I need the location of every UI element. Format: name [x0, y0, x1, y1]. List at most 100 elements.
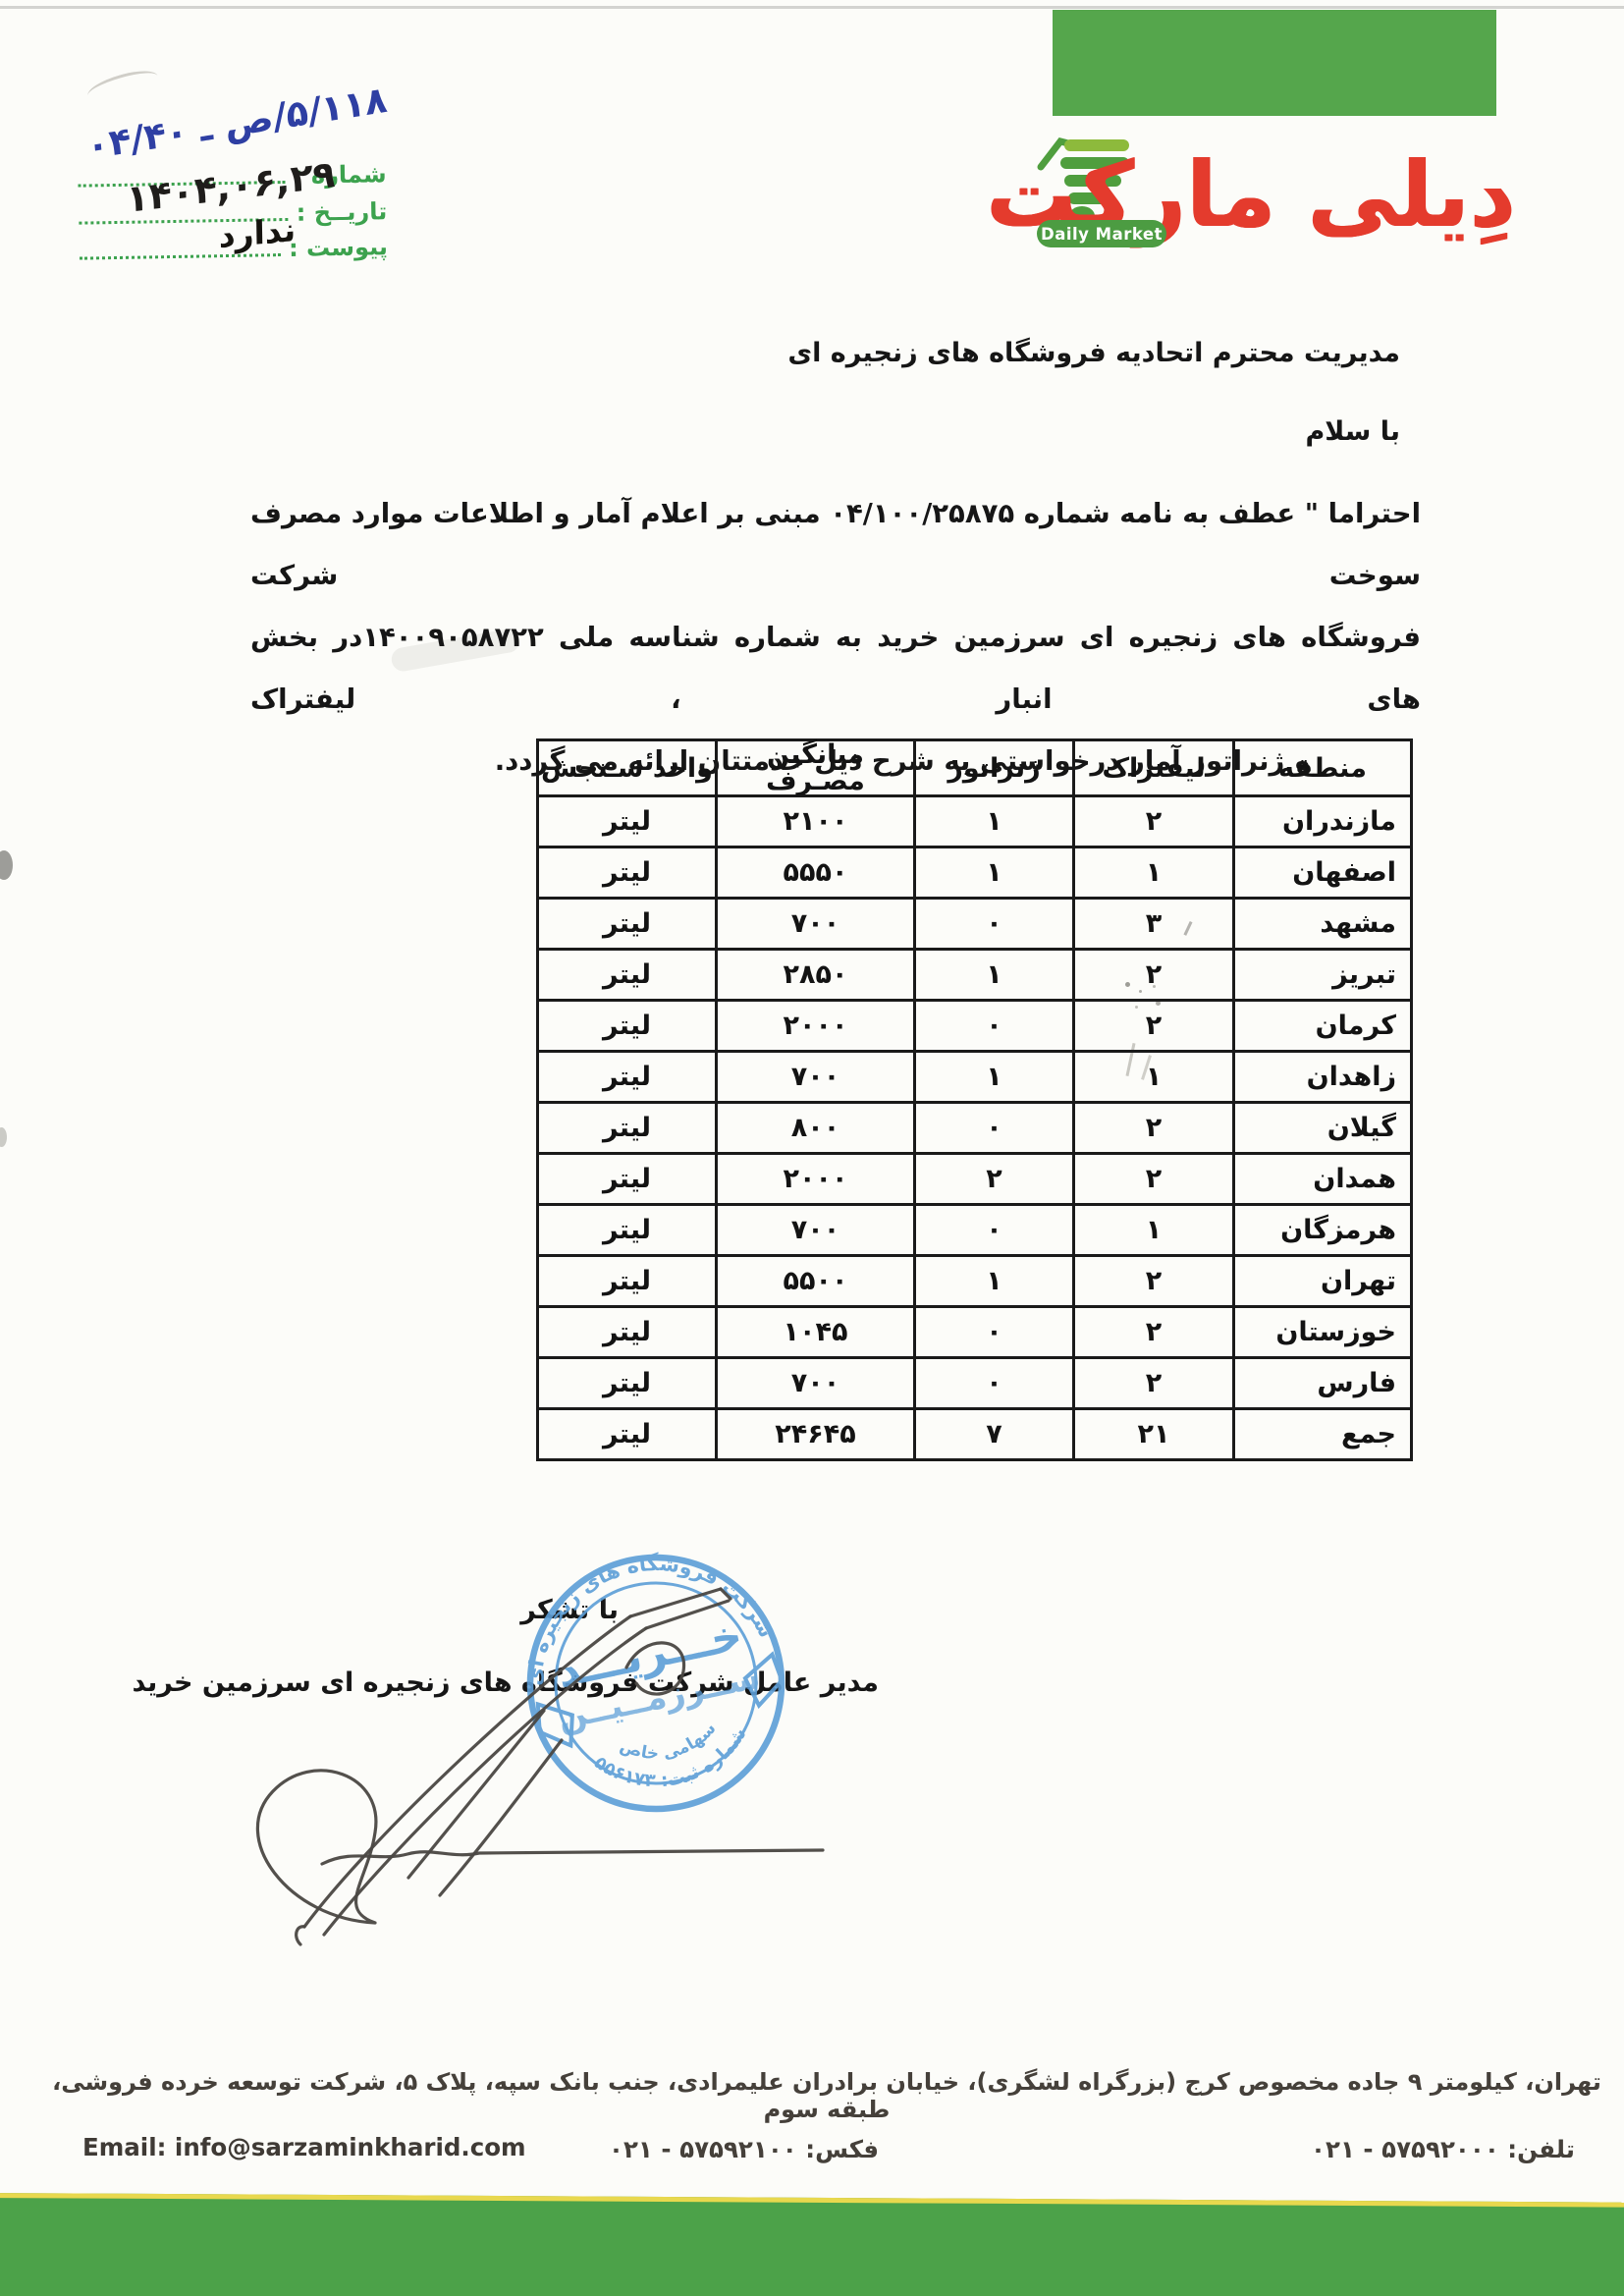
cell-region: تهران	[1232, 1254, 1413, 1308]
cell-generator: ۰	[913, 1356, 1075, 1410]
cell-region: هرمزگان	[1232, 1203, 1413, 1257]
footer-phone: تلفن: ۵۷۵۹۲۰۰۰ - ۰۲۱	[1311, 2135, 1575, 2163]
greeting-line: با سلام	[1305, 416, 1400, 447]
cell-unit: لیتر	[536, 897, 718, 951]
cell-generator: ۰	[913, 897, 1075, 951]
cell-average-consumption: ۷۰۰	[715, 1050, 916, 1104]
cell-average-consumption: ۲۸۵۰	[715, 948, 916, 1002]
letter-meta-fields: شماره : تاریــخ : پیوست : ۰۴/۴۰ ـ ص/۵/۱۱…	[70, 79, 389, 276]
scan-smudge	[0, 850, 13, 880]
cell-average-consumption: ۷۰۰	[715, 897, 916, 951]
cell-region: زاهدان	[1232, 1050, 1413, 1104]
fuel-consumption-table: منطقه لیفتراک ژنراتور میانگین مصـرف واحد سـن…	[536, 738, 1413, 1461]
attachment-label: پیوست :	[288, 233, 389, 262]
cell-region: مازندران	[1232, 794, 1413, 848]
footer-fax: فکس: ۵۷۵۹۲۱۰۰ - ۰۲۱	[609, 2135, 879, 2163]
cell-generator: ۷	[913, 1407, 1075, 1461]
cell-unit: لیتر	[536, 1101, 718, 1155]
table-row: گیلان ۲ ۰ ۸۰۰ لیتر	[536, 1101, 1413, 1155]
cell-forklift: ۲	[1072, 1101, 1235, 1155]
cell-forklift: ۲	[1072, 1356, 1235, 1410]
cell-forklift: ۱	[1072, 1050, 1235, 1104]
cell-average-consumption: ۵۵۰۰	[715, 1254, 916, 1308]
cell-generator: ۱	[913, 948, 1075, 1002]
table-row: مازندران ۲ ۱ ۲۱۰۰ لیتر	[536, 794, 1413, 848]
cell-forklift: ۲	[1072, 1254, 1235, 1308]
shopping-cart-icon	[1037, 137, 1129, 226]
cell-forklift: ۱	[1072, 846, 1235, 900]
cell-average-consumption: ۷۰۰	[715, 1203, 916, 1257]
cell-forklift: ۲	[1072, 794, 1235, 848]
cell-forklift: ۳	[1072, 897, 1235, 951]
footer-email: Email: info@sarzaminkharid.com	[82, 2133, 526, 2161]
table-row: تبریز ۲ ۱ ۲۸۵۰ لیتر	[536, 948, 1413, 1002]
pencil-smudge	[84, 65, 161, 107]
cell-region: اصفهان	[1232, 846, 1413, 900]
table-row: تهران ۲ ۱ ۵۵۰۰ لیتر	[536, 1254, 1413, 1308]
column-header: لیفتراک	[1072, 738, 1235, 797]
column-header: میانگین مصـرف	[715, 738, 916, 797]
brand-name-english: Daily Market	[1041, 224, 1163, 244]
cell-generator: ۱	[913, 1050, 1075, 1104]
footer-address: تهران، کیلومتر ۹ جاده مخصوص کرج (بزرگراه…	[52, 2068, 1601, 2123]
cell-forklift: ۲	[1072, 999, 1235, 1053]
table-row: هرمزگان ۱ ۰ ۷۰۰ لیتر	[536, 1203, 1413, 1257]
table-row: مشهد ۳ ۰ ۷۰۰ لیتر	[536, 897, 1413, 951]
cell-generator: ۰	[913, 999, 1075, 1053]
footer-green-bar	[0, 2193, 1624, 2296]
handwritten-attachment: ندارد	[218, 210, 297, 255]
cell-unit: لیتر	[536, 1050, 718, 1104]
cell-region: خوزستان	[1232, 1305, 1413, 1359]
date-label: تاریــخ :	[296, 197, 388, 227]
cell-average-consumption: ۸۰۰	[715, 1101, 916, 1155]
cell-unit: لیتر	[536, 1203, 718, 1257]
cell-generator: ۱	[913, 794, 1075, 848]
cell-region: فارس	[1232, 1356, 1413, 1410]
recipient-line: مدیریت محترم اتحادیه فروشگاه های زنجیره …	[787, 338, 1400, 368]
cell-unit: لیتر	[536, 1305, 718, 1359]
cell-generator: ۰	[913, 1101, 1075, 1155]
column-header: واحد سـنجش	[536, 738, 718, 797]
cell-generator: ۰	[913, 1203, 1075, 1257]
scan-smudge	[0, 1127, 7, 1147]
body-line: فروشگاه های زنجیره ای سرزمین خرید به شما…	[250, 622, 1421, 715]
cell-unit: لیتر	[536, 1152, 718, 1206]
cell-unit: لیتر	[536, 794, 718, 848]
table-row: خوزستان ۲ ۰ ۱۰۴۵ لیتر	[536, 1305, 1413, 1359]
table-row: جمع ۲۱ ۷ ۲۴۶۴۵ لیتر	[536, 1407, 1413, 1461]
cell-generator: ۱	[913, 1254, 1075, 1308]
cell-unit: لیتر	[536, 1254, 718, 1308]
cell-unit: لیتر	[536, 846, 718, 900]
table-row: زاهدان ۱ ۱ ۷۰۰ لیتر	[536, 1050, 1413, 1104]
cell-unit: لیتر	[536, 948, 718, 1002]
cell-average-consumption: ۲۱۰۰	[715, 794, 916, 848]
table-header-row: منطقه لیفتراک ژنراتور میانگین مصـرف واحد سـن…	[536, 738, 1413, 797]
cell-region: کرمان	[1232, 999, 1413, 1053]
cell-unit: لیتر	[536, 1407, 718, 1461]
scan-artifact-top-line	[0, 6, 1624, 9]
cell-average-consumption: ۲۰۰۰	[715, 1152, 916, 1206]
cell-region: همدان	[1232, 1152, 1413, 1206]
cell-unit: لیتر	[536, 1356, 718, 1410]
brand-pill: Daily Market	[1037, 220, 1166, 247]
cell-forklift: ۲	[1072, 1305, 1235, 1359]
cell-region: گیلان	[1232, 1101, 1413, 1155]
table-row: کرمان ۲ ۰ ۲۰۰۰ لیتر	[536, 999, 1413, 1053]
header-green-block	[1053, 10, 1496, 116]
cell-unit: لیتر	[536, 999, 718, 1053]
cell-average-consumption: ۵۵۵۰	[715, 846, 916, 900]
table-row: اصفهان ۱ ۱ ۵۵۵۰ لیتر	[536, 846, 1413, 900]
cell-forklift: ۲	[1072, 1152, 1235, 1206]
cell-generator: ۰	[913, 1305, 1075, 1359]
cell-forklift: ۲۱	[1072, 1407, 1235, 1461]
cell-average-consumption: ۲۴۶۴۵	[715, 1407, 916, 1461]
table-row: فارس ۲ ۰ ۷۰۰ لیتر	[536, 1356, 1413, 1410]
table-row: همدان ۲ ۲ ۲۰۰۰ لیتر	[536, 1152, 1413, 1206]
cell-average-consumption: ۷۰۰	[715, 1356, 916, 1410]
cell-generator: ۲	[913, 1152, 1075, 1206]
cell-average-consumption: ۲۰۰۰	[715, 999, 916, 1053]
body-line: احتراما " عطف به نامه شماره ۰۴/۱۰۰/۲۵۸۷۵…	[250, 498, 1421, 591]
handwritten-signature	[255, 1587, 825, 1946]
cell-region: مشهد	[1232, 897, 1413, 951]
